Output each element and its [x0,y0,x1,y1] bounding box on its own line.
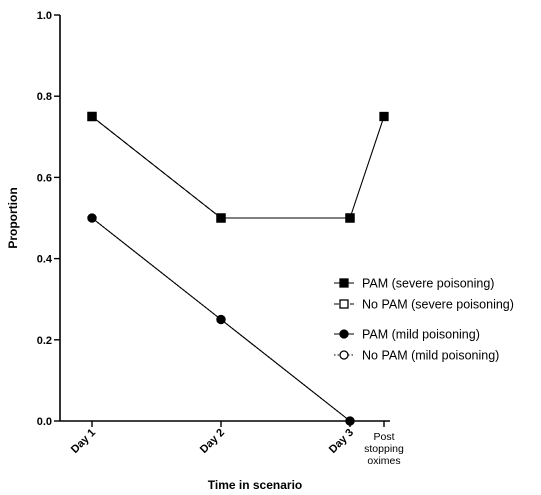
data-point [87,111,97,122]
x-tick-label: Day 1 [69,427,98,456]
y-tick-label: 0.6 [37,172,52,184]
data-point [379,111,389,122]
series-no-pam-severe-poisoning [87,111,355,223]
data-point [345,416,355,426]
data-point [216,213,226,223]
y-axis-title: Proportion [6,187,20,248]
y-tick-label: 0.2 [37,335,52,347]
legend-item-pam-severe-poisoning: PAM (severe poisoning) [334,277,494,291]
legend-marker [339,350,349,360]
legend-marker [339,299,349,309]
x-tick-label: Day 3 [327,427,356,456]
legend-label: PAM (mild poisoning) [362,328,480,342]
legend-marker [339,278,349,288]
legend-item-no-pam-mild-poisoning: No PAM (mild poisoning) [334,349,499,363]
legend-label: PAM (severe poisoning) [362,277,494,291]
chart-axes: 0.0 0.2 0.4 0.6 0.8 1.0 Day 1 Day 2 Day 3 Post sto… [37,10,404,467]
x-tick-label: Post stopping oximes [364,431,404,467]
legend-label: No PAM (mild poisoning) [362,349,499,363]
legend-item-no-pam-severe-poisoning: No PAM (severe poisoning) [334,298,514,312]
legend-marker [339,329,349,339]
y-tick-label: 0.8 [37,91,52,103]
series-pam-severe-poisoning [87,111,389,223]
legend-item-pam-mild-poisoning: PAM (mild poisoning) [334,328,480,342]
legend-label: No PAM (severe poisoning) [362,298,514,312]
series-line [91,116,350,219]
chart-series [87,111,389,426]
x-tick-label: Day 2 [198,427,227,456]
legend: PAM (severe poisoning) No PAM (severe poi… [334,277,514,363]
y-tick-label: 1.0 [37,10,52,22]
series-pam-mild-poisoning [87,213,355,426]
y-tick-label: 0.4 [37,254,53,266]
data-point [87,213,97,223]
data-point [345,213,355,223]
data-point [216,314,226,325]
x-axis-title: Time in scenario [208,478,302,492]
y-tick-label: 0.0 [37,416,52,428]
series-line [91,116,385,219]
